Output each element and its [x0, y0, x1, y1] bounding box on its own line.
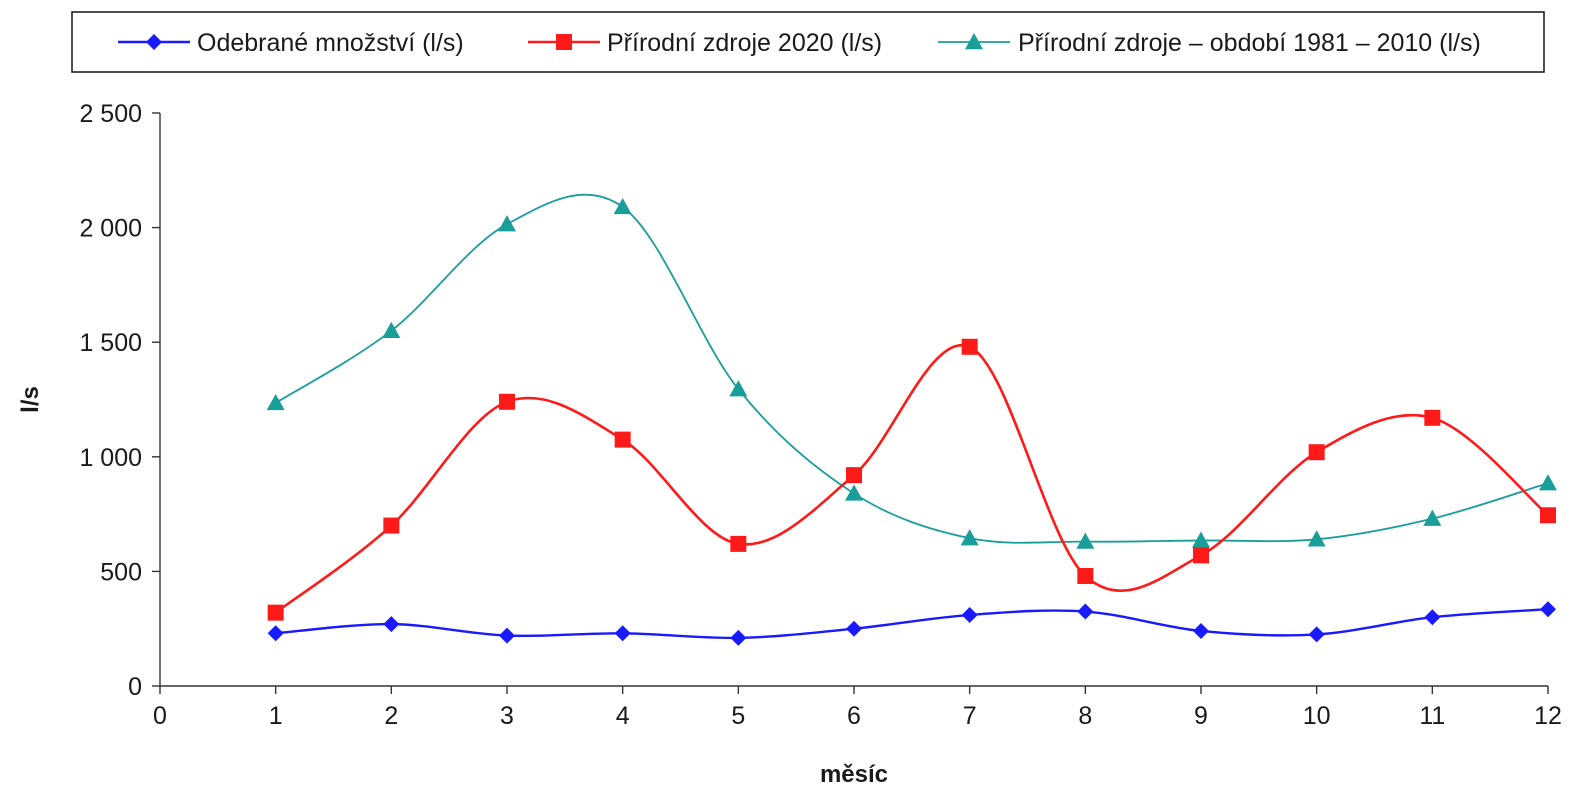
x-tick-label: 12	[1534, 702, 1562, 730]
data-point-triangle	[729, 380, 748, 397]
x-tick-label: 0	[153, 702, 167, 730]
data-point-triangle	[266, 393, 285, 411]
data-point-square	[1424, 409, 1441, 426]
legend: Odebrané množství (l/s) Přírodní zdroje 2…	[71, 11, 1545, 73]
data-point-diamond	[846, 620, 862, 637]
data-point-triangle	[1423, 509, 1442, 526]
data-point-triangle	[845, 484, 863, 501]
data-point-triangle	[965, 33, 983, 50]
x-tick-label: 4	[616, 702, 630, 730]
y-tick-label: 1 500	[79, 329, 142, 357]
data-point-triangle	[1076, 532, 1095, 549]
data-point-square	[267, 604, 284, 621]
data-point-diamond	[961, 606, 978, 623]
y-tick-label: 2 500	[79, 100, 142, 128]
x-tick-label: 2	[384, 702, 398, 730]
x-tick-label: 8	[1078, 702, 1092, 730]
data-point-square	[961, 338, 978, 355]
data-point-diamond	[267, 625, 284, 642]
series-line	[274, 343, 1549, 614]
data-point-triangle	[498, 215, 516, 232]
y-tick-label: 2 000	[79, 215, 142, 243]
data-point-square	[846, 467, 862, 484]
legend-label: Přírodní zdroje 2020 (l/s)	[607, 29, 882, 57]
data-point-square	[614, 431, 631, 448]
data-point-triangle	[1307, 530, 1326, 547]
series-line	[275, 608, 1549, 640]
y-tick-label: 0	[128, 673, 142, 701]
data-point-diamond	[1540, 601, 1556, 618]
series-2	[267, 338, 1556, 621]
data-point-diamond	[499, 627, 515, 644]
data-point-diamond	[1193, 622, 1209, 639]
data-point-square	[730, 535, 747, 552]
series-layer	[266, 193, 1557, 646]
data-point-square	[556, 34, 572, 50]
data-point-triangle	[1539, 474, 1557, 491]
data-point-square	[1077, 567, 1094, 584]
legend-box	[71, 11, 1545, 73]
legend-label: Přírodní zdroje – období 1981 – 2010 (l/…	[1018, 29, 1481, 57]
x-tick-label: 7	[963, 702, 977, 730]
legend-item: Přírodní zdroje – období 1981 – 2010 (l/…	[938, 29, 1481, 57]
x-tick-label: 5	[731, 702, 745, 730]
data-point-diamond	[146, 34, 162, 50]
data-point-diamond	[730, 629, 747, 646]
data-point-diamond	[1424, 609, 1441, 626]
series-line	[275, 193, 1549, 544]
x-tick-label: 11	[1419, 702, 1445, 730]
data-point-diamond	[383, 616, 400, 633]
x-tick-label: 9	[1194, 702, 1208, 730]
x-tick-label: 1	[269, 702, 283, 730]
x-tick-label: 10	[1303, 702, 1331, 730]
x-tick-label: 3	[500, 702, 514, 730]
legend-item: Odebrané množství (l/s)	[118, 29, 464, 57]
legend-label: Odebrané množství (l/s)	[197, 29, 464, 57]
data-point-square	[1193, 547, 1209, 564]
data-point-diamond	[1077, 603, 1094, 620]
y-axis-title: l/s	[17, 386, 44, 413]
data-point-square	[1308, 444, 1325, 461]
data-point-square	[383, 517, 400, 534]
data-point-triangle	[382, 321, 401, 338]
series-3	[266, 193, 1557, 549]
x-axis-title: měsíc	[820, 761, 888, 788]
data-point-triangle	[1192, 531, 1210, 548]
data-point-triangle	[613, 197, 632, 215]
data-point-triangle	[960, 529, 979, 546]
legend-item: Přírodní zdroje 2020 (l/s)	[528, 29, 882, 57]
y-tick-label: 1 000	[79, 444, 142, 472]
data-point-square	[499, 393, 515, 410]
y-tick-label: 500	[100, 558, 142, 586]
series-1	[267, 601, 1556, 646]
data-point-square	[1540, 507, 1556, 524]
data-point-diamond	[1308, 626, 1325, 643]
data-point-diamond	[614, 625, 631, 642]
x-tick-label: 6	[847, 702, 861, 730]
